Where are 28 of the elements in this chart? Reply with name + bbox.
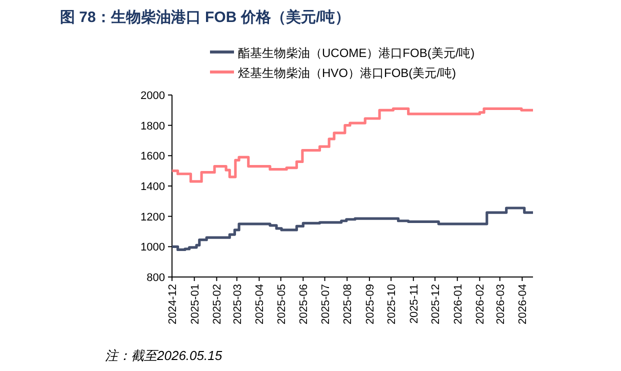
x-tick-label: 2026-02: [474, 284, 487, 324]
y-tick-label: 1000: [140, 242, 165, 254]
y-tick-label: 2000: [140, 90, 165, 102]
x-tick-label: 2025-04: [254, 284, 266, 324]
x-tick-label: 2025-12: [430, 284, 442, 324]
legend-label: 烃基生物柴油（HVO）港口FOB(美元/吨): [238, 66, 456, 80]
chart-title: 图 78：生物柴油港口 FOB 价格（美元/吨）: [60, 8, 350, 26]
x-tick-label: 2025-01: [189, 284, 202, 324]
x-tick-label: 2025-06: [298, 284, 310, 324]
x-tick-label: 2026-03: [494, 284, 507, 324]
x-tick-label: 2025-09: [364, 284, 376, 324]
y-tick-label: 1200: [140, 211, 165, 224]
legend-label: 酯基生物柴油（UCOME）港口FOB(美元/吨): [238, 46, 475, 60]
x-tick-label: 2024-12: [167, 284, 179, 324]
x-tick-label: 2025-02: [212, 284, 224, 324]
text: 注：截至2026.05.15: [105, 348, 223, 363]
y-tick-label: 1600: [140, 150, 165, 163]
x-tick-label: 2025-10: [386, 284, 398, 324]
x-tick-label: 2025-11: [408, 284, 420, 324]
x-tick-label: 2025-07: [320, 284, 332, 324]
y-tick-label: 800: [146, 272, 165, 284]
y-tick-label: 1400: [140, 181, 165, 193]
x-tick-label: 2026-04: [517, 284, 530, 324]
x-tick-label: 2025-05: [276, 284, 288, 324]
y-tick-label: 1800: [140, 120, 165, 132]
x-tick-label: 2026-01: [452, 284, 464, 324]
x-tick-label: 2025-03: [232, 284, 244, 324]
x-tick-label: 2025-08: [342, 284, 354, 324]
